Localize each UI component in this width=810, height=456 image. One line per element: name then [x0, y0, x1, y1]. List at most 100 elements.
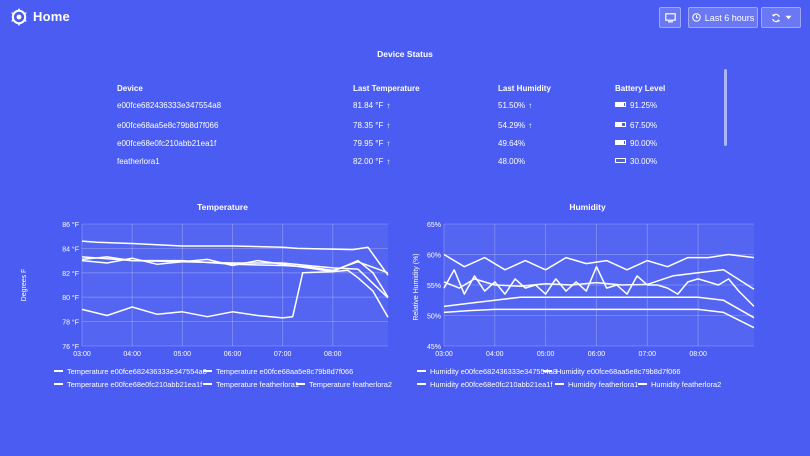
legend-item[interactable]: Humidity e00fce68aa5e8c79b8d7f066	[543, 367, 681, 376]
legend-item[interactable]: Temperature e00fce68aa5e8c79b8d7f066	[203, 367, 353, 376]
temperature-y-axis-label: Degrees F	[21, 269, 28, 302]
device-name-cell: e00fce68aa5e8c79b8d7f066	[117, 121, 219, 130]
legend-swatch	[417, 370, 426, 373]
arrow-up-icon: ↑	[386, 157, 391, 166]
legend-item[interactable]: Temperature e00fce68e0fc210abb21ea1f	[54, 380, 202, 389]
battery-value: 91.25%	[630, 101, 658, 110]
temperature-panel-title: Temperature	[197, 202, 248, 212]
temperature-cell: 81.84 °F ↑	[353, 101, 390, 110]
humidity-value: 54.29%	[498, 121, 526, 130]
battery-icon	[615, 140, 626, 146]
temperature-y-tick-label: 76 °F	[62, 343, 79, 351]
legend-label: Humidity e00fce68e0fc210abb21ea1f	[430, 380, 553, 389]
humidity-x-tick-label: 08:00	[689, 351, 707, 358]
humidity-y-axis-label: Relative Humidity (%)	[413, 253, 420, 320]
column-header-temperature[interactable]: Last Temperature	[353, 84, 420, 93]
temperature-x-tick-label: 03:00	[73, 351, 91, 358]
humidity-series-line-1	[443, 253, 755, 271]
dashboard-title[interactable]: Home	[33, 9, 70, 24]
humidity-value: 51.50%	[498, 101, 526, 110]
humidity-value: 49.64%	[498, 139, 526, 148]
battery-cell: 30.00%	[615, 157, 657, 166]
device-status-title: Device Status	[377, 49, 433, 59]
legend-label: Humidity e00fce68aa5e8c79b8d7f066	[556, 367, 681, 376]
arrow-up-icon: ↑	[386, 139, 391, 148]
legend-item[interactable]: Humidity e00fce68e0fc210abb21ea1f	[417, 380, 552, 389]
legend-label: Temperature e00fce68e0fc210abb21ea1f	[67, 380, 203, 389]
humidity-x-tick-label: 06:00	[588, 351, 606, 358]
legend-label: Humidity featherlora2	[651, 380, 722, 389]
battery-value: 67.50%	[630, 121, 658, 130]
temperature-cell: 79.95 °F ↑	[353, 139, 390, 148]
temperature-series-line-2	[81, 269, 389, 319]
tv-mode-button[interactable]	[659, 7, 681, 28]
refresh-button[interactable]	[761, 7, 801, 28]
caret-down-icon	[785, 15, 791, 20]
humidity-y-tick-label: 45%	[427, 344, 441, 351]
legend-swatch	[417, 383, 426, 386]
temperature-y-tick-label: 82 °F	[62, 270, 79, 278]
arrow-up-icon: ↑	[386, 101, 391, 110]
temperature-x-tick-label: 06:00	[224, 351, 242, 358]
humidity-y-tick-label: 50%	[427, 314, 441, 321]
temperature-x-tick-label: 04:00	[123, 351, 141, 358]
top-navbar: Home Last 6 hours	[0, 0, 810, 34]
battery-icon	[615, 102, 626, 108]
tv-monitor-icon	[664, 12, 676, 22]
legend-item[interactable]: Temperature e00fce682436333e347554a8	[54, 367, 207, 376]
legend-item[interactable]: Humidity e00fce682436333e347554a8	[417, 367, 557, 376]
humidity-cell: 54.29% ↑	[498, 121, 532, 130]
legend-item[interactable]: Humidity featherlora2	[638, 380, 721, 389]
time-range-picker[interactable]: Last 6 hours	[688, 7, 758, 28]
battery-cell: 91.25%	[615, 101, 657, 110]
arrow-up-icon: ↑	[528, 121, 533, 130]
battery-value: 30.00%	[630, 157, 658, 166]
temperature-cell: 82.00 °F ↑	[353, 157, 390, 166]
table-scrollbar[interactable]	[724, 69, 727, 146]
temperature-x-tick-label: 08:00	[324, 351, 342, 358]
legend-label: Temperature e00fce68aa5e8c79b8d7f066	[216, 367, 354, 376]
column-header-humidity[interactable]: Last Humidity	[498, 84, 551, 93]
grafana-logo-icon[interactable]	[9, 7, 29, 27]
battery-cell: 67.50%	[615, 121, 657, 130]
legend-label: Temperature featherlora1	[216, 380, 299, 389]
column-header-device[interactable]: Device	[117, 84, 143, 93]
temperature-x-tick-label: 05:00	[174, 351, 192, 358]
legend-swatch	[638, 383, 647, 386]
temperature-y-tick-label: 86 °F	[62, 221, 79, 229]
humidity-cell: 51.50% ↑	[498, 101, 532, 110]
humidity-cell: 49.64%	[498, 139, 525, 148]
battery-icon	[615, 122, 626, 128]
humidity-x-tick-label: 07:00	[639, 351, 657, 358]
humidity-series-line-5	[443, 265, 755, 307]
humidity-x-tick-label: 03:00	[435, 351, 453, 358]
humidity-series-line-4	[443, 308, 755, 329]
legend-item[interactable]: Humidity featherlora1	[555, 380, 638, 389]
legend-swatch	[203, 383, 212, 386]
humidity-cell: 48.00%	[498, 157, 525, 166]
device-name-cell: e00fce68e0fc210abb21ea1f	[117, 139, 217, 148]
temperature-x-tick-label: 07:00	[274, 351, 292, 358]
legend-item[interactable]: Temperature featherlora2	[296, 380, 392, 389]
temperature-value: 82.00 °F	[353, 157, 384, 166]
device-name-cell: featherlora1	[117, 157, 160, 166]
humidity-y-tick-label: 55%	[427, 283, 441, 290]
temperature-value: 78.35 °F	[353, 121, 384, 130]
temperature-y-tick-label: 84 °F	[62, 245, 79, 253]
temperature-value: 79.95 °F	[353, 139, 384, 148]
battery-icon	[615, 158, 626, 164]
legend-swatch	[54, 383, 63, 386]
legend-swatch	[555, 383, 564, 386]
column-header-battery[interactable]: Battery Level	[615, 84, 666, 93]
humidity-y-tick-label: 65%	[427, 222, 441, 229]
legend-label: Humidity featherlora1	[568, 380, 639, 389]
clock-icon	[692, 13, 701, 22]
temperature-series-line-1	[81, 240, 389, 276]
temperature-series-line-5	[81, 257, 389, 298]
refresh-icon	[771, 13, 780, 22]
temperature-plot-area	[82, 224, 388, 346]
legend-label: Temperature e00fce682436333e347554a8	[67, 367, 207, 376]
legend-item[interactable]: Temperature featherlora1	[203, 380, 299, 389]
humidity-y-tick-label: 60%	[427, 253, 441, 260]
